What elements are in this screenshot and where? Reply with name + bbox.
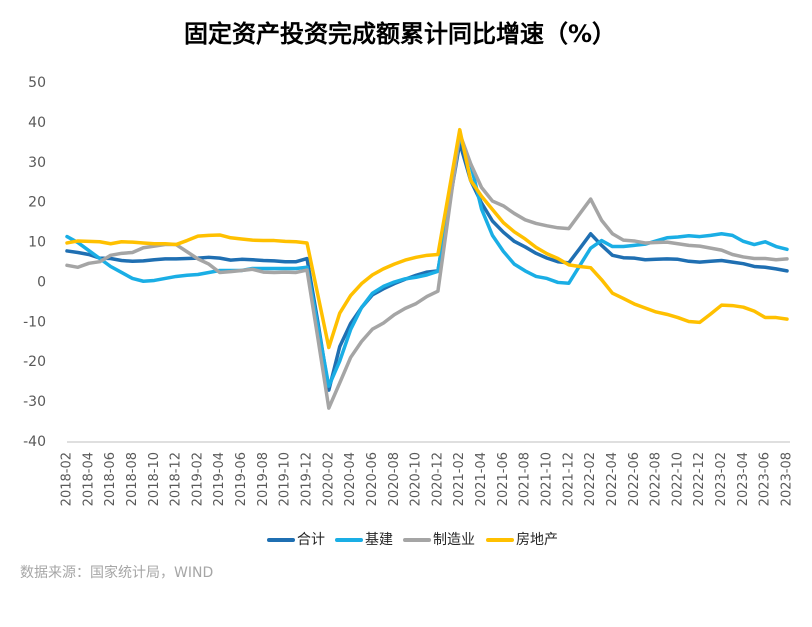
- x-tick-label: 2023-02: [714, 452, 729, 506]
- x-tick-label: 2018-10: [147, 452, 162, 506]
- x-tick-label: 2019-08: [256, 452, 271, 506]
- x-tick-label: 2021-10: [540, 452, 555, 506]
- x-tick-label: 2022-08: [649, 452, 664, 506]
- y-tick-label: 0: [37, 274, 46, 290]
- y-tick-label: -20: [23, 354, 46, 370]
- y-tick-label: 20: [28, 195, 46, 211]
- x-tick-label: 2022-02: [583, 452, 598, 506]
- series-line: [65, 127, 789, 350]
- legend-label: 制造业: [433, 532, 475, 548]
- chart-title: 固定资产投资完成额累计同比增速（%）: [184, 20, 616, 48]
- x-tick-label: 2020-06: [365, 452, 380, 506]
- x-tick-label: 2020-10: [409, 452, 424, 506]
- series-line: [65, 131, 789, 410]
- x-tick-label: 2023-08: [780, 452, 795, 506]
- y-tick-label: -40: [23, 434, 46, 450]
- y-tick-label: 50: [28, 75, 46, 91]
- y-tick-label: -30: [23, 394, 46, 410]
- x-tick-label: 2018-06: [103, 452, 118, 506]
- x-tick-label: 2020-02: [321, 452, 336, 506]
- x-tick-label: 2022-12: [692, 452, 707, 506]
- legend-label: 基建: [365, 531, 393, 548]
- x-tick-label: 2020-04: [343, 452, 358, 506]
- x-tick-label: 2019-06: [234, 452, 249, 506]
- x-tick-label: 2019-10: [278, 452, 293, 506]
- legend-label: 合计: [297, 532, 325, 548]
- x-tick-label: 2022-10: [670, 452, 685, 506]
- x-tick-label: 2020-08: [387, 452, 402, 506]
- legend-label: 房地产: [516, 532, 558, 548]
- x-tick-label: 2018-04: [81, 452, 96, 506]
- y-tick-label: 10: [28, 235, 46, 251]
- x-tick-label: 2018-02: [60, 452, 75, 506]
- y-tick-label: 30: [28, 155, 46, 171]
- x-tick-label: 2019-04: [212, 452, 227, 506]
- y-tick-label: 40: [28, 115, 46, 131]
- x-tick-label: 2021-12: [561, 452, 576, 506]
- x-tick-label: 2019-12: [300, 452, 315, 506]
- x-tick-label: 2019-02: [190, 452, 205, 506]
- x-tick-label: 2022-04: [605, 452, 620, 506]
- x-tick-label: 2018-12: [169, 452, 184, 506]
- y-tick-label: -10: [23, 314, 46, 330]
- x-tick-label: 2021-02: [452, 452, 467, 506]
- series-line: [65, 141, 789, 392]
- x-tick-label: 2023-06: [758, 452, 773, 506]
- x-tick-label: 2020-12: [430, 452, 445, 506]
- x-tick-label: 2018-08: [125, 452, 140, 506]
- x-tick-label: 2023-04: [736, 452, 751, 506]
- x-tick-label: 2021-06: [496, 452, 511, 506]
- series-line: [65, 134, 789, 388]
- x-tick-label: 2021-08: [518, 452, 533, 506]
- x-tick-label: 2021-04: [474, 452, 489, 506]
- source-note: 数据来源：国家统计局，WIND: [20, 564, 213, 581]
- x-tick-label: 2022-06: [627, 452, 642, 506]
